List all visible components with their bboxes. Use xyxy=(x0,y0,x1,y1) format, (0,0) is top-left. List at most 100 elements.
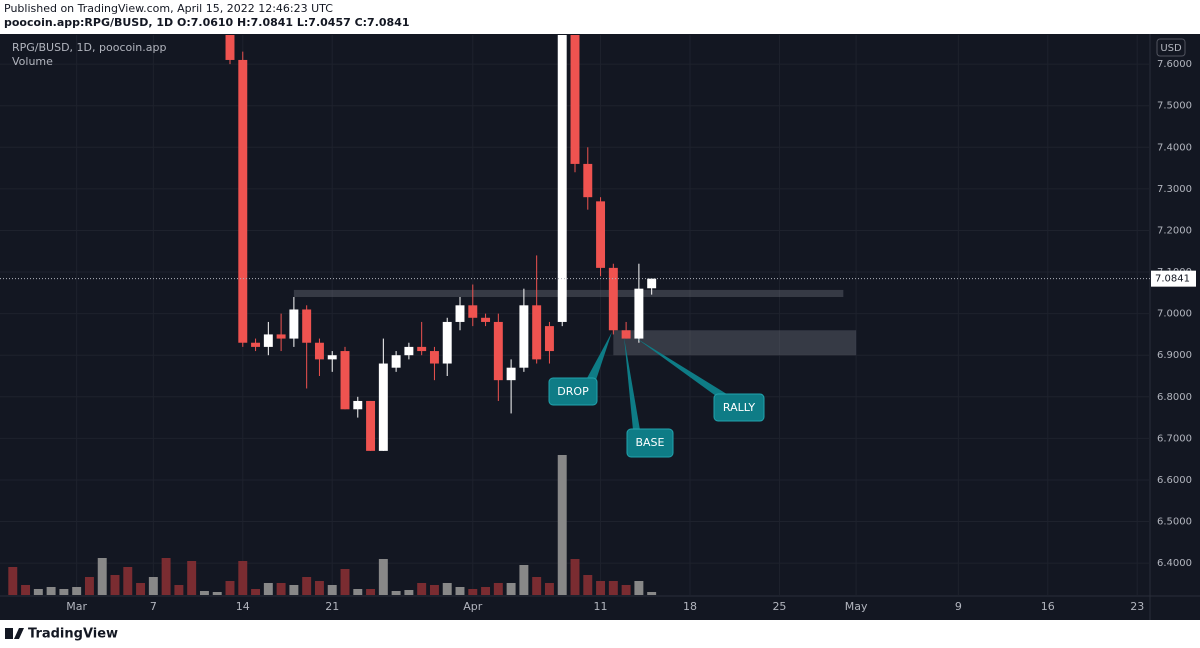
candle-body xyxy=(263,334,273,347)
volume-bar xyxy=(212,592,222,595)
candle-body xyxy=(276,334,286,339)
volume-bar xyxy=(481,587,491,595)
volume-bar xyxy=(340,569,350,595)
y-tick-label: 7.0000 xyxy=(1157,309,1192,320)
currency-box[interactable] xyxy=(1156,38,1186,57)
y-tick-label: 6.8000 xyxy=(1157,392,1192,403)
volume-bar xyxy=(46,587,56,595)
volume-bar xyxy=(417,583,427,595)
x-tick-label: 25 xyxy=(772,600,786,613)
volume-bar xyxy=(238,561,248,595)
candle-body xyxy=(634,288,644,339)
y-tick-label: 7.6000 xyxy=(1157,59,1192,70)
y-tick-label: 7.2000 xyxy=(1157,225,1192,236)
volume-bar xyxy=(161,558,171,595)
candle-body xyxy=(314,342,324,360)
y-tick-label: 7.5000 xyxy=(1157,101,1192,112)
volume-bar xyxy=(366,589,376,595)
x-tick-label: May xyxy=(845,600,868,613)
zones xyxy=(293,289,857,356)
x-tick-label: 11 xyxy=(594,600,608,613)
last-price-label: 7.0841 xyxy=(1155,274,1190,285)
rally-pointer xyxy=(636,338,730,396)
callouts: DROP BASE RALLY xyxy=(548,332,765,458)
candle-body xyxy=(442,321,452,364)
volume-bar xyxy=(404,590,414,595)
annotation: RALLY xyxy=(723,401,756,414)
volume-bar xyxy=(506,583,516,595)
drop-pointer xyxy=(586,332,612,380)
candle-body xyxy=(378,363,388,451)
x-tick-label: 23 xyxy=(1130,600,1144,613)
candle-body xyxy=(583,163,593,198)
annotation: DROP xyxy=(557,385,589,398)
volume-bar xyxy=(251,589,261,595)
y-tick-label: 6.4000 xyxy=(1157,558,1192,569)
candle-body xyxy=(506,367,516,381)
candle-body xyxy=(391,355,401,368)
volume-bar xyxy=(493,583,503,595)
volume-bar xyxy=(544,583,554,595)
volume-bar xyxy=(263,583,273,595)
x-tick-label: Apr xyxy=(463,600,483,613)
y-tick-label: 7.3000 xyxy=(1157,184,1192,195)
volume-bar xyxy=(378,559,388,595)
volume-bar xyxy=(391,591,401,595)
drop-box xyxy=(548,377,598,406)
volume-bar xyxy=(468,589,478,595)
candle-body xyxy=(544,326,554,352)
candle-body xyxy=(647,278,657,289)
volume-bar xyxy=(72,587,82,595)
volume-bar xyxy=(429,585,439,595)
volume-bar xyxy=(519,565,529,595)
candle-body xyxy=(621,330,631,339)
volume-bar xyxy=(97,558,107,595)
zone xyxy=(613,330,857,356)
candle-body xyxy=(455,305,465,322)
volume-bar xyxy=(276,583,286,595)
brand-logo xyxy=(5,628,24,639)
volume-bar xyxy=(136,583,146,595)
x-tick-label: 9 xyxy=(955,600,962,613)
candle-body xyxy=(289,309,299,339)
volume-bar xyxy=(84,577,94,595)
volume-bar xyxy=(59,589,69,595)
volume-bar xyxy=(583,575,593,595)
volume-bar xyxy=(596,581,606,595)
y-tick-label: 6.7000 xyxy=(1157,433,1192,444)
volume-bar xyxy=(33,589,43,595)
volume-pane xyxy=(8,455,657,595)
candle-body xyxy=(557,35,567,322)
volume-bar xyxy=(647,592,657,595)
x-tick-label: 7 xyxy=(150,600,157,613)
x-tick-label: 21 xyxy=(325,600,339,613)
zone xyxy=(293,289,844,297)
axis-labels: Mar 7 14 21 Apr 11 18 25 May 9 16 23 6.4000 6.5000 6.6… xyxy=(0,59,1196,613)
volume-bar xyxy=(608,581,618,595)
symbol-header: poocoin.app:RPG/BUSD, 1D O:7.0610 H:7.08… xyxy=(4,16,410,29)
candle-body xyxy=(366,400,376,451)
y-tick-label: 6.9000 xyxy=(1157,350,1192,361)
volume-bar xyxy=(289,585,299,595)
candle-body xyxy=(353,400,363,410)
rally-box xyxy=(713,393,765,422)
candle-body xyxy=(468,305,478,318)
currency: USD xyxy=(1160,43,1182,54)
volume-bar xyxy=(21,585,31,595)
annotation: BASE xyxy=(635,436,664,449)
x-tick-label: 16 xyxy=(1041,600,1055,613)
volume-bar xyxy=(187,561,197,595)
candle-body xyxy=(225,35,235,60)
volume-bar xyxy=(532,577,542,595)
volume-bar xyxy=(302,577,312,595)
candle-body xyxy=(429,351,439,364)
volume-bar xyxy=(123,567,133,595)
base-pointer xyxy=(624,337,640,430)
x-tick-label: 14 xyxy=(236,600,250,613)
candle-body xyxy=(596,201,606,268)
candle-body xyxy=(493,321,503,381)
candle-body xyxy=(417,346,427,352)
volume-bar xyxy=(327,585,337,595)
x-tick-label: 18 xyxy=(683,600,697,613)
